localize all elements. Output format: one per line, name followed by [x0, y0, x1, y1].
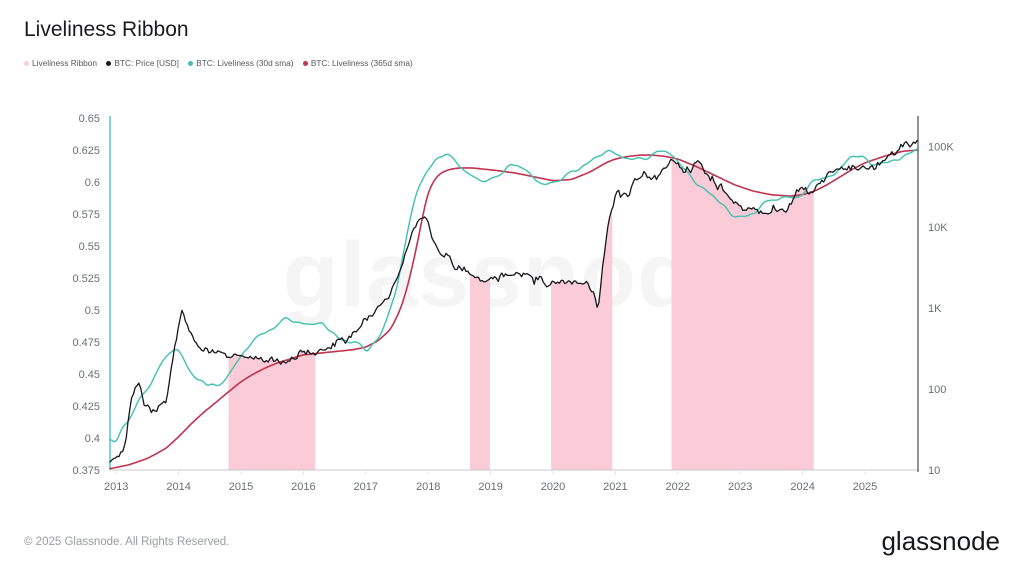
- svg-text:100K: 100K: [928, 141, 954, 153]
- svg-text:0.575: 0.575: [72, 209, 100, 221]
- svg-text:0.525: 0.525: [72, 273, 100, 285]
- svg-text:0.625: 0.625: [72, 145, 100, 157]
- svg-text:0.65: 0.65: [79, 113, 100, 125]
- svg-text:2016: 2016: [291, 481, 315, 493]
- svg-text:10: 10: [928, 465, 940, 477]
- svg-text:0.4: 0.4: [85, 433, 100, 445]
- svg-text:2014: 2014: [166, 481, 190, 493]
- svg-text:1K: 1K: [928, 303, 942, 315]
- svg-text:0.6: 0.6: [85, 177, 100, 189]
- svg-text:2021: 2021: [603, 481, 627, 493]
- svg-text:2019: 2019: [478, 481, 502, 493]
- svg-text:0.475: 0.475: [72, 337, 100, 349]
- svg-text:100: 100: [928, 384, 946, 396]
- svg-text:2023: 2023: [728, 481, 752, 493]
- svg-text:0.425: 0.425: [72, 401, 100, 413]
- svg-text:0.55: 0.55: [79, 241, 100, 253]
- svg-text:2024: 2024: [790, 481, 814, 493]
- svg-text:0.375: 0.375: [72, 465, 100, 477]
- svg-text:2022: 2022: [666, 481, 690, 493]
- svg-text:2013: 2013: [104, 481, 128, 493]
- svg-text:0.45: 0.45: [79, 369, 100, 381]
- svg-text:0.5: 0.5: [85, 305, 100, 317]
- svg-text:2025: 2025: [853, 481, 877, 493]
- svg-text:2017: 2017: [354, 481, 378, 493]
- svg-text:2018: 2018: [416, 481, 440, 493]
- svg-text:2015: 2015: [229, 481, 253, 493]
- svg-text:10K: 10K: [928, 222, 948, 234]
- svg-text:2020: 2020: [541, 481, 565, 493]
